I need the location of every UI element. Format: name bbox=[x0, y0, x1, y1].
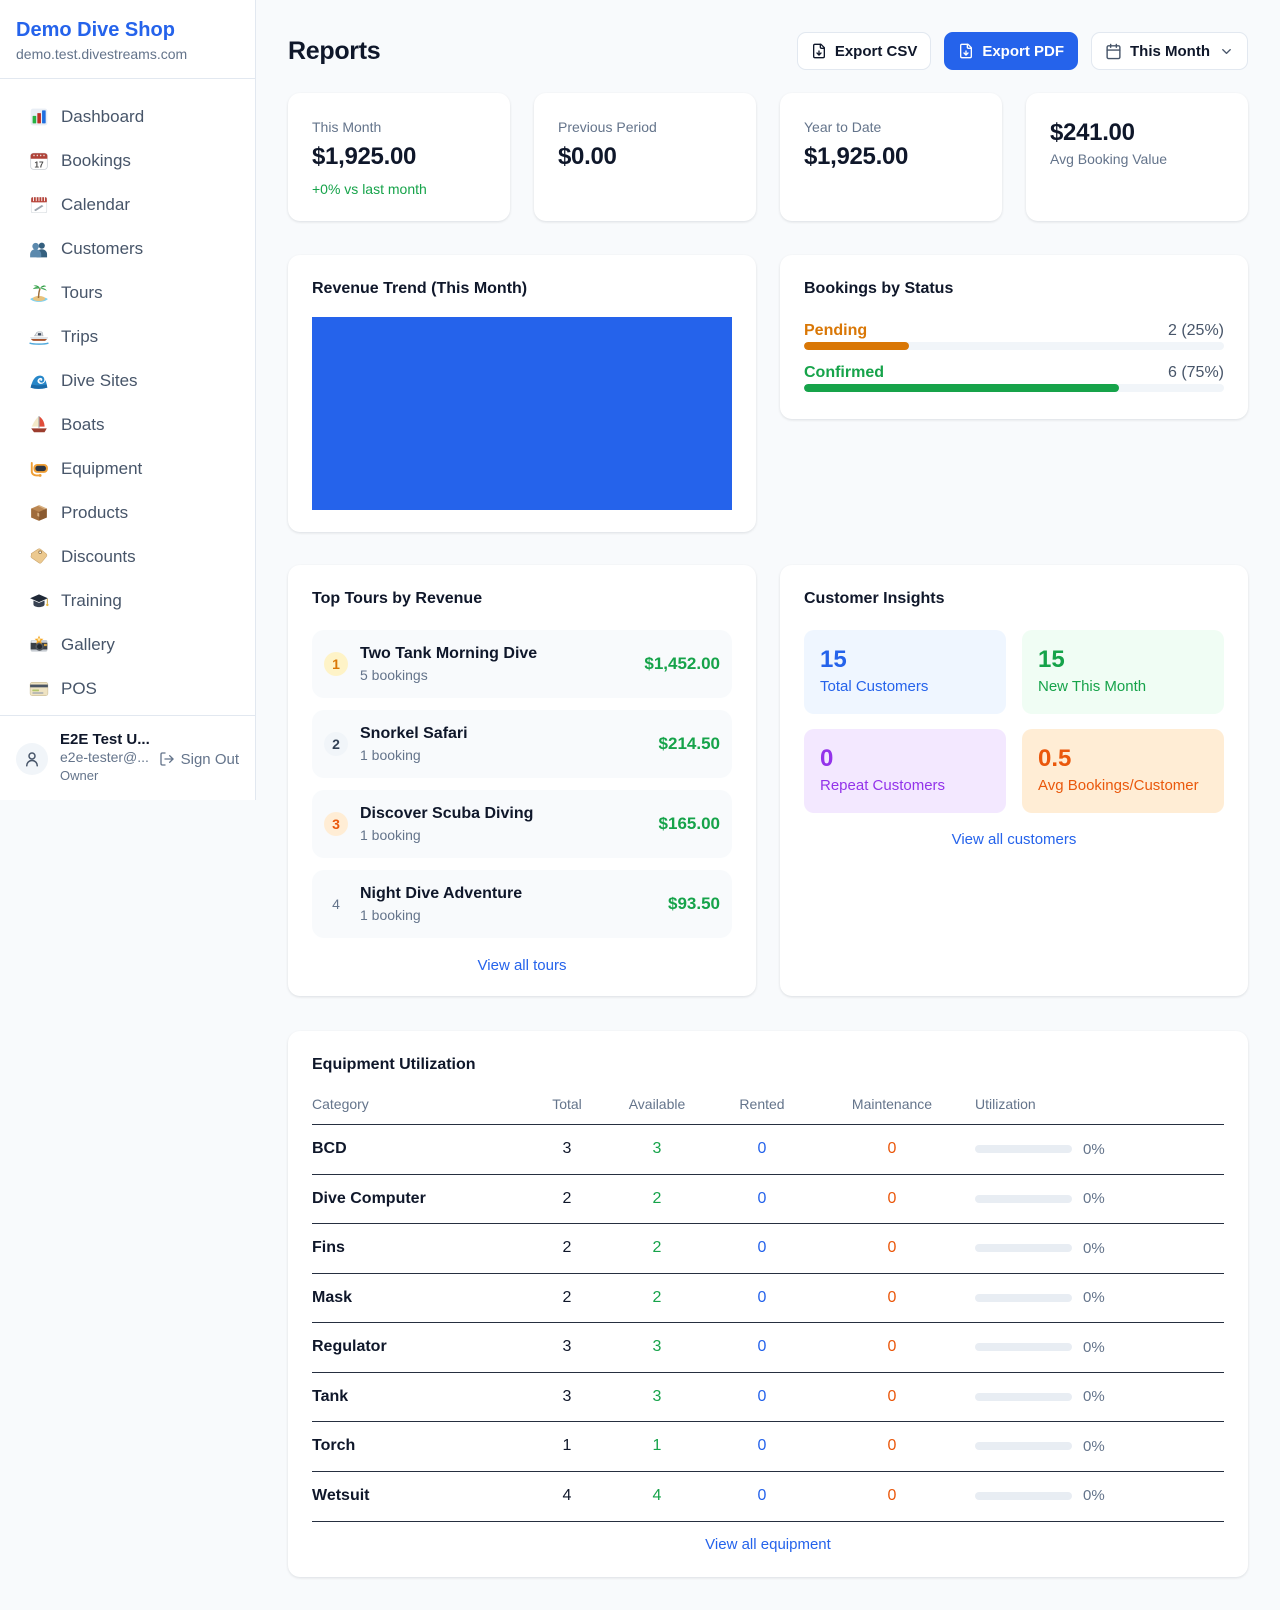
svg-text:17: 17 bbox=[34, 159, 44, 169]
